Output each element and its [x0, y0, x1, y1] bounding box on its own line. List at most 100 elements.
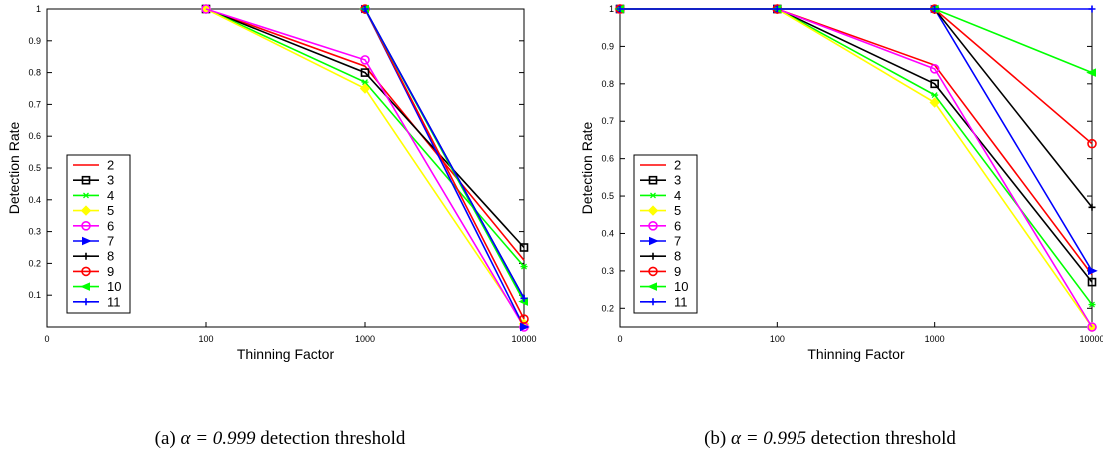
panel-a-legend-label-6: 6: [107, 218, 114, 233]
panel-b-data-point-4: [931, 92, 939, 99]
panel-b-legend-label-6: 6: [674, 218, 681, 233]
panel-b-ytick-label: 0.7: [601, 116, 614, 126]
panel-a-legend-marker-9: [81, 266, 91, 277]
panel-a-legend-label-11: 11: [107, 294, 121, 309]
panel-b-data-point-5: [929, 97, 940, 108]
panel-a-ytick-label: 0.5: [28, 163, 41, 173]
panel-a-series-line-2: [205, 8, 525, 261]
panel-a-legend-label-3: 3: [107, 173, 114, 188]
panel-a-xtick-label: 10000: [511, 334, 536, 344]
panel-b-xlabel: Thinning Factor: [807, 346, 905, 362]
panel-a-series-line-11: [364, 8, 525, 299]
panel-a-legend-marker-8: [82, 252, 90, 260]
panel-a-ylabel: Detection Rate: [6, 121, 22, 214]
panel-b-ytick-label: 0.4: [601, 228, 614, 238]
panel-b-legend-marker-11: [649, 298, 657, 306]
panel-a-xlabel: Thinning Factor: [237, 346, 335, 362]
panel-a-series-line-9: [364, 8, 525, 320]
panel-a-legend-marker-7: [82, 236, 92, 246]
caption-a: (a) α = 0.999 detection threshold: [154, 428, 406, 449]
panel-b-data-point-3: [930, 79, 939, 89]
panel-a-data-point-6: [360, 55, 370, 65]
panel-a-data-point-4: [520, 263, 528, 270]
panel-a-data-point-5: [359, 83, 371, 94]
panel-a-xtick-label: 0: [44, 334, 49, 344]
panel-a-series-11: [361, 5, 528, 302]
panel-b-data-point-6: [929, 64, 940, 74]
panel-a-legend-marker-6: [81, 221, 91, 231]
panel-a-legend-label-5: 5: [107, 203, 114, 218]
panel-a-data-point-11: [361, 5, 369, 13]
panel-b-xtick-label: 1000: [925, 334, 945, 344]
panel-b-legend-label-9: 9: [674, 264, 681, 279]
panel-a-data-point-3: [519, 243, 529, 252]
panel-b-chart: 0 100 1000 10000 0.2 0.3 0.4 0.5 0.6 0.7 0.8 0.9 1 Th…: [579, 3, 1103, 362]
panel-a-ytick-label: 0.6: [28, 131, 41, 141]
panel-a-data-point-4: [361, 79, 369, 86]
panel-a-series-2: [205, 8, 525, 261]
panel-a-xtick-label: 100: [198, 334, 213, 344]
panel-b-ytick-label: 0.3: [601, 266, 614, 276]
panel-b-legend-marker-3: [648, 175, 658, 185]
panel-b-legend-label-4: 4: [674, 188, 681, 203]
panel-b-series-11: [616, 5, 1096, 13]
panel-a-legend-label-4: 4: [107, 188, 114, 203]
panel-b-ytick-label: 0.9: [601, 41, 614, 51]
panel-b-data-point-11: [931, 5, 939, 13]
caption-b: (b) α = 0.995 detection threshold: [704, 428, 956, 449]
panel-b-legend-marker-9: [648, 266, 658, 277]
panel-b-ylabel: Detection Rate: [579, 121, 595, 214]
panel-b-data-point-11: [616, 5, 624, 13]
panel-b-legend-marker-10: [647, 282, 657, 291]
panel-b-ytick-label: 0.8: [601, 79, 614, 89]
panel-a-legend-label-9: 9: [107, 264, 114, 279]
panel-b-data-point-4: [1088, 301, 1096, 308]
panel-a-data-point-9: [519, 314, 529, 324]
panel-b-ytick-label: 0.6: [601, 154, 614, 164]
panel-b-legend-label-11: 11: [674, 294, 688, 309]
panel-b-data-point-8: [1088, 203, 1096, 211]
panel-a-ytick-label: 0.9: [28, 36, 41, 46]
panel-b-plot-area: [619, 8, 1093, 328]
panel-b-ytick-label: 0.2: [601, 303, 614, 313]
panel-a-legend-marker-5: [80, 205, 92, 216]
panel-b-legend-marker-4: [649, 192, 657, 199]
panel-a-xtick-label: 1000: [355, 334, 375, 344]
panel-b-data-point-9: [1087, 138, 1097, 149]
panel-b-data-point-11: [773, 5, 781, 13]
panel-b-data-point-11: [1088, 5, 1096, 13]
panel-b-legend-label-8: 8: [674, 249, 681, 264]
panel-a-data-point-7: [520, 322, 530, 332]
panel-b-legend-marker-7: [649, 236, 659, 246]
figure: 0 100 1000 100000.10.20.30.40.50.60.70.80.9…: [6, 3, 1103, 362]
panel-a-legend-label-8: 8: [107, 249, 114, 264]
panel-a-series-line-6: [205, 8, 525, 328]
panel-a-data-point-3: [360, 68, 370, 77]
panel-b-ytick-label: 1: [609, 4, 614, 14]
panel-a-chart: 0 100 1000 10000 0.1 0.2 0.3 0.4 0.5 0.6 0.7 0.8 0.9…: [6, 3, 537, 362]
panel-a-legend-label-7: 7: [107, 234, 114, 249]
panel-b-ytick-label: 0.5: [601, 191, 614, 201]
panel-b-legend-label-10: 10: [674, 279, 688, 294]
panel-b-xtick-label: 100: [770, 334, 785, 344]
panel-a-ytick-label: 0.7: [28, 99, 41, 109]
panel-b-legend-label-7: 7: [674, 234, 681, 249]
panel-a-ytick-label: 0.3: [28, 227, 41, 237]
panel-a-legend-marker-4: [82, 192, 90, 199]
panel-b-xtick-label: 10000: [1079, 334, 1103, 344]
panel-b-data-point-3: [1087, 277, 1097, 287]
panel-a-legend-label-2: 2: [107, 158, 114, 173]
panel-a-data-point-6: [201, 4, 211, 14]
panel-b-data-point-10: [1086, 68, 1096, 77]
panel-a-series-line-3: [205, 8, 525, 249]
panel-a-ytick-label: 0.8: [28, 68, 41, 78]
panel-b-legend-label-5: 5: [674, 203, 681, 218]
panel-b-data-point-6: [1087, 322, 1097, 332]
panel-a-legend-marker-10: [80, 282, 90, 291]
panel-b-xtick-label: 0: [617, 334, 622, 344]
panel-a-legend-label-10: 10: [107, 279, 121, 294]
panel-b-data-point-7: [1088, 266, 1098, 276]
panel-a-data-point-11: [520, 294, 528, 302]
